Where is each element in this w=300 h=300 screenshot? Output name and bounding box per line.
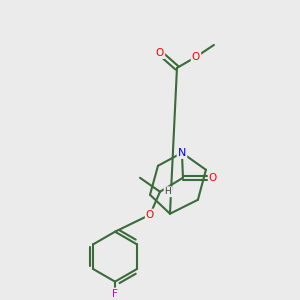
Text: O: O bbox=[156, 48, 164, 58]
Text: O: O bbox=[192, 52, 200, 62]
Text: H: H bbox=[165, 187, 171, 196]
Text: O: O bbox=[209, 173, 217, 183]
Text: N: N bbox=[178, 148, 186, 158]
Text: O: O bbox=[146, 210, 154, 220]
Text: F: F bbox=[112, 289, 118, 298]
